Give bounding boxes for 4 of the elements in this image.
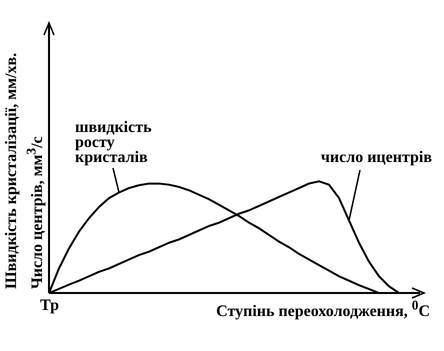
text: Тр [40,297,59,314]
series-label: швидкість росту кристалів [75,119,152,166]
x-axis-title: Ступінь переохолодження, $^{0}$C [216,298,430,320]
series-label: число ицентрів [320,149,432,166]
